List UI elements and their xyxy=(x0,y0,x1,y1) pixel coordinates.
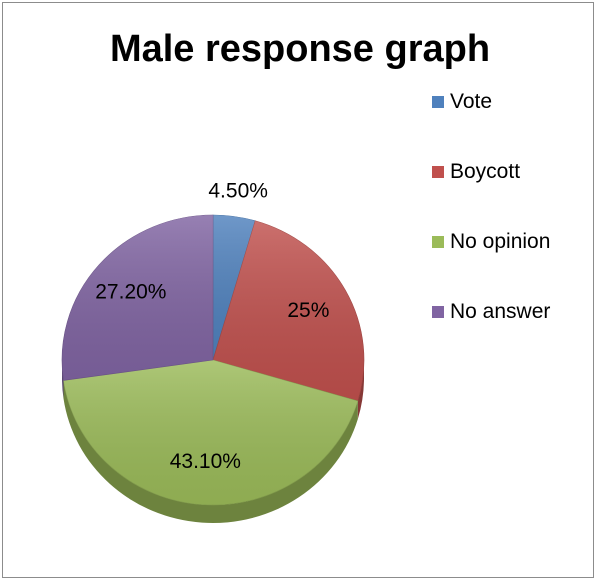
pie-slice-shade xyxy=(63,360,358,505)
legend-label-vote: Vote xyxy=(450,90,493,113)
legend-swatch-vote xyxy=(432,96,444,108)
legend-swatch-boycott xyxy=(432,166,444,178)
pie-slice-shade xyxy=(213,215,256,360)
legend-swatch-no-answer xyxy=(432,306,444,318)
pie-slice-shade xyxy=(213,220,364,401)
data-label-no-answer: 27.20% xyxy=(95,281,166,304)
pie-depth-no-opinion xyxy=(63,380,358,523)
data-label-vote: 4.50% xyxy=(208,180,268,203)
legend-item-vote: Vote xyxy=(432,90,592,114)
legend-swatch-no-opinion xyxy=(432,236,444,248)
legend-item-no-opinion: No opinion xyxy=(432,230,592,254)
data-label-boycott: 25% xyxy=(287,299,329,322)
data-label-no-opinion: 43.10% xyxy=(170,450,241,473)
pie-depth-no-answer xyxy=(62,360,64,399)
chart-legend: Vote Boycott No opinion No answer xyxy=(432,90,592,370)
legend-label-boycott: Boycott xyxy=(450,160,521,183)
chart-title: Male response graph xyxy=(109,28,491,70)
legend-item-boycott: Boycott xyxy=(432,160,592,184)
pie-slice-shade xyxy=(62,215,214,381)
legend-label-no-opinion: No opinion xyxy=(450,230,551,253)
legend-item-no-answer: No answer xyxy=(432,300,592,324)
legend-label-no-answer: No answer xyxy=(450,300,551,323)
pie-slices xyxy=(61,214,365,506)
pie-labels: 4.50% 25% 43.10% 27.20% xyxy=(95,180,329,474)
